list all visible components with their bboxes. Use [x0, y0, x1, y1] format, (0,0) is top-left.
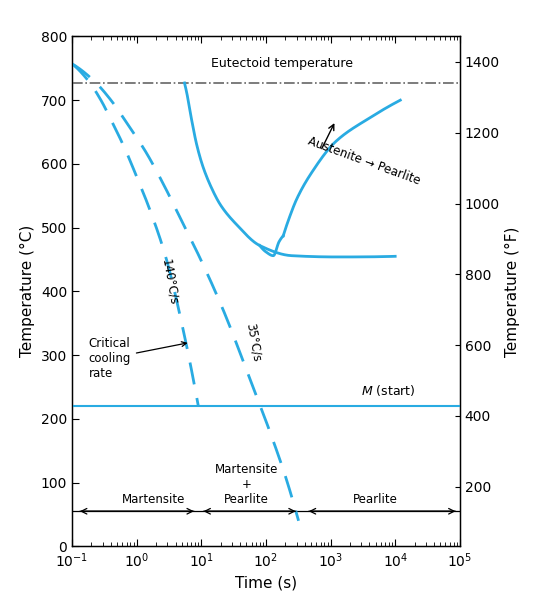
Text: Martensite
+
Pearlite: Martensite + Pearlite — [215, 463, 278, 506]
Text: Eutectoid temperature: Eutectoid temperature — [212, 56, 353, 70]
Y-axis label: Temperature (°C): Temperature (°C) — [20, 225, 35, 358]
X-axis label: Time (s): Time (s) — [235, 575, 297, 591]
Text: $\it{M}$ (start): $\it{M}$ (start) — [361, 384, 416, 398]
Text: 140°C/s: 140°C/s — [159, 258, 179, 306]
Text: Pearlite: Pearlite — [353, 493, 398, 506]
Text: 35°C/s: 35°C/s — [244, 322, 264, 362]
Text: Austenite → Pearlite: Austenite → Pearlite — [306, 134, 422, 187]
Text: Martensite: Martensite — [122, 493, 186, 506]
Y-axis label: Temperature (°F): Temperature (°F) — [505, 226, 520, 356]
Text: Critical
cooling
rate: Critical cooling rate — [89, 337, 186, 380]
